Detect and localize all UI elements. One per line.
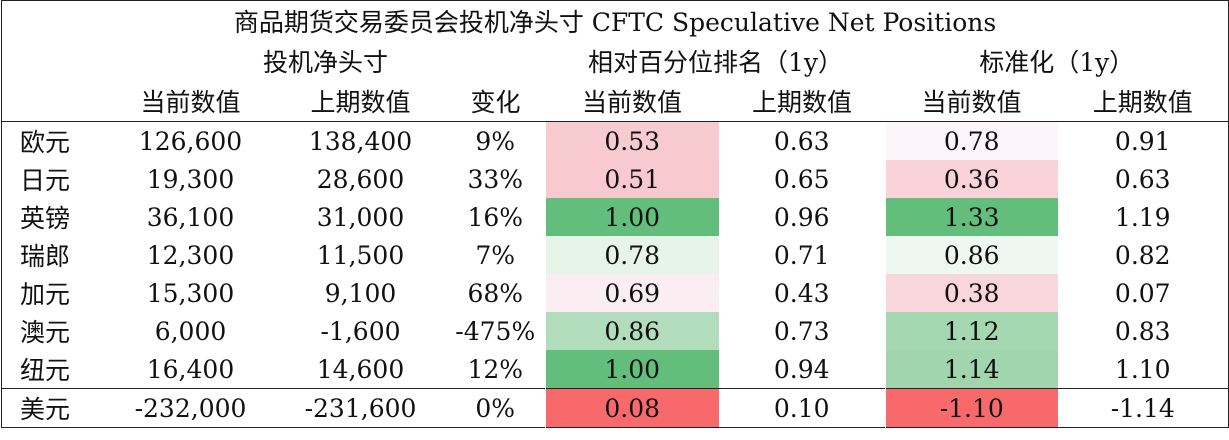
data-cell: 9%	[475, 126, 516, 156]
data-cell: 0.83	[1114, 316, 1171, 346]
data-cell: -1.14	[1057, 388, 1229, 428]
column-header: 上期数值	[1057, 81, 1229, 122]
column-header: 变化	[445, 81, 546, 122]
data-cell: 12%	[467, 354, 524, 384]
data-cell: 0.65	[773, 164, 830, 194]
column-header: 当前数值	[545, 81, 719, 122]
data-row: 澳元 6,000 -1,600 -475% 0.86 0.73 1.12 0.83	[2, 312, 1229, 350]
data-cell: 126,600	[138, 126, 243, 156]
group-header-row: 投机净头寸 相对百分位排名（1y） 标准化（1y）	[2, 41, 1229, 81]
data-cell: -1.10	[885, 388, 1058, 428]
row-label: 美元	[1, 388, 106, 428]
data-cell: 1.14	[885, 350, 1058, 389]
data-cell: 0.43	[773, 278, 830, 308]
data-cell: 33%	[467, 164, 524, 194]
group-header: 相对百分位排名（1y）	[587, 48, 844, 77]
data-cell: 0.36	[885, 160, 1058, 198]
row-label: 英镑	[20, 204, 71, 233]
row-label: 日元	[20, 166, 71, 195]
column-header: 上期数值	[718, 81, 886, 122]
data-cell: 16,400	[146, 354, 235, 384]
title-row: 商品期货交易委员会投机净头寸 CFTC Speculative Net Posi…	[2, 1, 1229, 42]
data-row: 瑞郎 12,300 11,500 7% 0.78 0.71 0.86 0.82	[2, 236, 1229, 274]
positions-table: 商品期货交易委员会投机净头寸 CFTC Speculative Net Posi…	[1, 0, 1229, 428]
row-label: 澳元	[20, 318, 71, 347]
blank-cell	[1, 81, 106, 122]
data-cell: 0.38	[885, 274, 1058, 312]
data-cell: 0.82	[1114, 240, 1171, 270]
data-cell: -231,600	[275, 388, 446, 428]
data-cell: 6,000	[154, 316, 227, 346]
data-cell: 0.63	[1114, 164, 1171, 194]
data-row: 英镑 36,100 31,000 16% 1.00 0.96 1.33 1.19	[2, 198, 1229, 236]
data-cell: 0.91	[1114, 126, 1171, 156]
data-row: 美元 -232,000 -231,600 0% 0.08 0.10 -1.10 -1.14	[1, 388, 1229, 428]
data-row: 欧元 126,600 138,400 9% 0.53 0.63 0.78 0.91	[2, 121, 1229, 160]
data-cell: 0.96	[773, 202, 830, 232]
data-cell: 0.07	[1114, 278, 1171, 308]
column-header-row: 当前数值 上期数值 变化 当前数值 上期数值 当前数值 上期数值	[1, 81, 1229, 122]
data-cell: 1.10	[1114, 354, 1171, 384]
column-header: 上期数值	[275, 81, 446, 122]
data-row: 加元 15,300 9,100 68% 0.69 0.43 0.38 0.07	[2, 274, 1229, 312]
data-cell: 1.33	[885, 198, 1058, 236]
data-cell: 68%	[467, 278, 524, 308]
row-label: 欧元	[20, 128, 71, 157]
row-label: 瑞郎	[20, 242, 71, 271]
data-cell: 0.86	[545, 312, 719, 350]
data-cell: 0.69	[545, 274, 719, 312]
group-header: 投机净头寸	[262, 48, 388, 77]
data-cell: -475%	[455, 316, 536, 346]
data-cell: 1.19	[1114, 202, 1171, 232]
table-title: 商品期货交易委员会投机净头寸 CFTC Speculative Net Posi…	[233, 8, 997, 37]
data-cell: 1.00	[545, 350, 719, 389]
data-cell: 0.63	[773, 126, 830, 156]
group-header: 标准化（1y）	[979, 48, 1135, 77]
data-cell: 138,400	[308, 126, 413, 156]
column-header: 当前数值	[885, 81, 1058, 122]
data-row: 日元 19,300 28,600 33% 0.51 0.65 0.36 0.63	[2, 160, 1229, 198]
blank-cell	[2, 41, 106, 81]
table-body: 商品期货交易委员会投机净头寸 CFTC Speculative Net Posi…	[1, 1, 1229, 428]
data-cell: 0.53	[545, 121, 719, 160]
data-cell: -232,000	[105, 388, 276, 428]
data-cell: 16%	[467, 202, 524, 232]
data-cell: 0.51	[545, 160, 719, 198]
data-row: 纽元 16,400 14,600 12% 1.00 0.94 1.14 1.10	[2, 350, 1229, 389]
data-cell: 11,500	[316, 240, 405, 270]
data-cell: 0.71	[773, 240, 830, 270]
data-cell: 31,000	[316, 202, 405, 232]
data-cell: 14,600	[316, 354, 405, 384]
data-cell: 0.94	[773, 354, 830, 384]
data-cell: 1.00	[545, 198, 719, 236]
data-cell: 7%	[475, 240, 516, 270]
data-cell: 0.08	[545, 388, 719, 428]
data-cell: 0.78	[545, 236, 719, 274]
data-cell: 9,100	[324, 278, 397, 308]
row-label: 加元	[20, 280, 71, 309]
row-label: 纽元	[20, 356, 71, 385]
data-cell: 0.73	[773, 316, 830, 346]
data-cell: 0.10	[718, 388, 886, 428]
data-cell: 15,300	[146, 278, 235, 308]
column-header: 当前数值	[105, 81, 276, 122]
data-cell: 19,300	[146, 164, 235, 194]
data-cell: 0.78	[885, 121, 1058, 160]
data-cell: 36,100	[146, 202, 235, 232]
data-cell: -1,600	[320, 316, 401, 346]
data-cell: 0.86	[885, 236, 1058, 274]
data-cell: 0%	[445, 388, 546, 428]
data-cell: 28,600	[316, 164, 405, 194]
data-cell: 1.12	[885, 312, 1058, 350]
data-cell: 12,300	[146, 240, 235, 270]
